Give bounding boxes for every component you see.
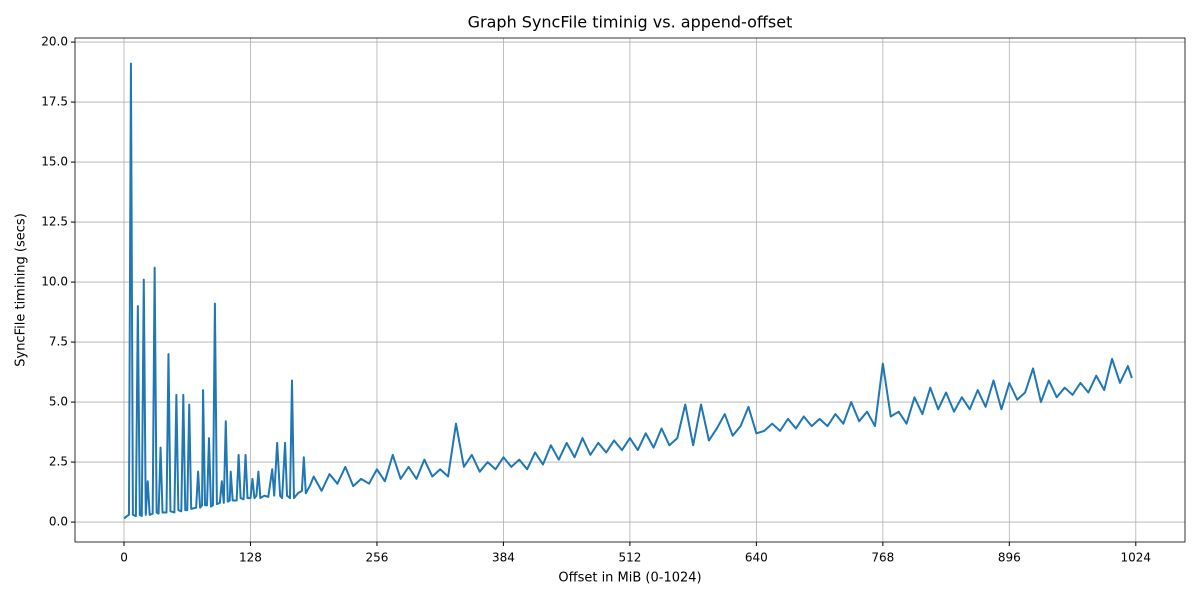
y-tick-label: 2.5	[49, 455, 68, 469]
x-tick-label: 384	[492, 551, 515, 565]
y-tick-label: 7.5	[49, 335, 68, 349]
x-tick-label: 896	[998, 551, 1021, 565]
x-tick-label: 640	[745, 551, 768, 565]
chart-title: Graph SyncFile timinig vs. append-offset	[468, 13, 793, 32]
y-tick-label: 15.0	[41, 155, 68, 169]
x-tick-label: 1024	[1121, 551, 1152, 565]
x-tick-label: 768	[871, 551, 894, 565]
x-tick-label: 256	[366, 551, 389, 565]
x-tick-label: 512	[618, 551, 641, 565]
y-tick-label: 12.5	[41, 215, 68, 229]
y-tick-label: 5.0	[49, 395, 68, 409]
y-tick-label: 0.0	[49, 515, 68, 529]
x-tick-label: 128	[239, 551, 262, 565]
y-axis-label: SyncFile timining (secs)	[14, 213, 29, 367]
y-tick-label: 20.0	[41, 35, 68, 49]
x-tick-label: 0	[120, 551, 128, 565]
data-line	[123, 62, 1133, 520]
y-tick-label: 10.0	[41, 275, 68, 289]
x-axis-label: Offset in MiB (0-1024)	[558, 571, 701, 586]
y-tick-label: 17.5	[41, 95, 68, 109]
plot-frame	[74, 37, 1186, 543]
